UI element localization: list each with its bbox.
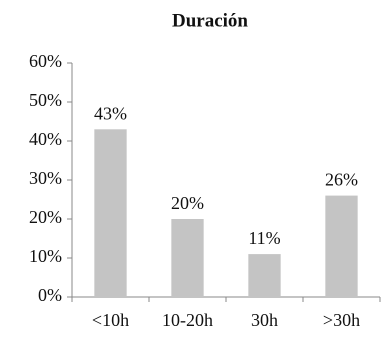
- y-tick-label: 10%: [29, 246, 62, 266]
- y-tick-label: 20%: [29, 207, 62, 227]
- bar: [94, 129, 127, 297]
- bar: [171, 219, 204, 297]
- data-label: 20%: [171, 193, 204, 213]
- x-tick-label: 30h: [251, 310, 278, 330]
- bar: [325, 195, 358, 297]
- y-tick-label: 40%: [29, 129, 62, 149]
- x-tick-label: >30h: [323, 310, 360, 330]
- data-label: 26%: [325, 170, 358, 190]
- y-tick-label: 50%: [29, 90, 62, 110]
- y-tick-label: 30%: [29, 168, 62, 188]
- bar: [248, 254, 281, 297]
- y-tick-label: 60%: [29, 51, 62, 71]
- data-label: 11%: [248, 228, 280, 248]
- y-tick-label: 0%: [38, 285, 62, 305]
- chart-title: Duración: [172, 10, 248, 31]
- x-tick-label: 10-20h: [162, 310, 213, 330]
- data-label: 43%: [94, 103, 127, 123]
- x-tick-label: <10h: [92, 310, 129, 330]
